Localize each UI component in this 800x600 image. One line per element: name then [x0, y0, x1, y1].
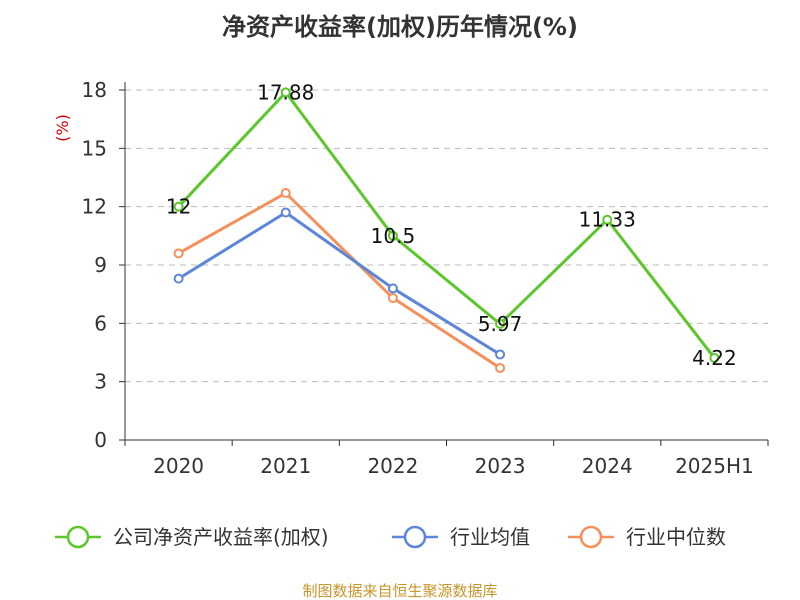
- legend-swatch-marker: [579, 525, 603, 549]
- data-source-note: 制图数据来自恒生聚源数据库: [302, 582, 497, 600]
- y-tick-label: 15: [82, 136, 107, 160]
- y-axis-label: (%): [53, 114, 72, 142]
- data-label: 5.97: [478, 312, 523, 336]
- legend-item[interactable]: 行业中位数: [568, 525, 726, 549]
- legend-label: 行业中位数: [626, 525, 726, 549]
- legend-item[interactable]: 公司净资产收益率(加权): [55, 525, 329, 549]
- data-label: 11.33: [579, 208, 636, 232]
- x-tick-label: 2023: [475, 454, 526, 478]
- data-label: 17.88: [257, 80, 314, 104]
- data-point[interactable]: [387, 283, 398, 294]
- axes: 0 3 6 9 12 15 18 2020 2021 2022 2023 2024 2025H1: [82, 78, 769, 478]
- x-tick-label: 2020: [153, 454, 204, 478]
- data-point[interactable]: [280, 188, 291, 199]
- data-point[interactable]: [387, 293, 398, 304]
- series-line: [177, 90, 716, 359]
- y-tick-label: 9: [94, 253, 107, 277]
- legend-swatch-marker: [66, 525, 90, 549]
- data-label: 4.22: [692, 346, 737, 370]
- series-line: [177, 211, 501, 356]
- legend[interactable]: 公司净资产收益率(加权) 行业均值 行业中位数: [55, 525, 726, 549]
- data-point[interactable]: [495, 349, 506, 360]
- series-line: [177, 191, 501, 370]
- x-tick-label: 2025H1: [675, 454, 754, 478]
- data-point[interactable]: [387, 230, 398, 241]
- data-point[interactable]: [280, 207, 291, 218]
- y-tick-label: 6: [94, 311, 107, 335]
- data-point[interactable]: [602, 214, 613, 225]
- legend-label: 公司净资产收益率(加权): [113, 525, 329, 549]
- data-point[interactable]: [280, 87, 291, 98]
- data-label: 12: [166, 195, 191, 219]
- x-tick-label: 2021: [260, 454, 311, 478]
- data-point[interactable]: [709, 352, 720, 363]
- data-point[interactable]: [173, 248, 184, 259]
- legend-label: 行业均值: [450, 525, 530, 549]
- y-tick-label: 12: [82, 195, 107, 219]
- y-tick-label: 3: [94, 370, 107, 394]
- series-layer: [173, 87, 720, 374]
- data-point[interactable]: [173, 273, 184, 284]
- data-label: 10.5: [371, 224, 416, 248]
- x-tick-label: 2022: [367, 454, 418, 478]
- data-point[interactable]: [495, 318, 506, 329]
- legend-item[interactable]: 行业均值: [392, 525, 530, 549]
- data-point[interactable]: [495, 363, 506, 374]
- data-point[interactable]: [173, 201, 184, 212]
- legend-swatch-marker: [403, 525, 427, 549]
- data-labels: 12 17.88 10.5 5.97 11.33 4.22: [166, 80, 737, 370]
- chart-title: 净资产收益率(加权)历年情况(%): [222, 13, 578, 41]
- grid-lines: [125, 89, 768, 383]
- y-tick-label: 18: [82, 78, 107, 102]
- y-tick-label: 0: [94, 428, 107, 452]
- x-tick-label: 2024: [582, 454, 633, 478]
